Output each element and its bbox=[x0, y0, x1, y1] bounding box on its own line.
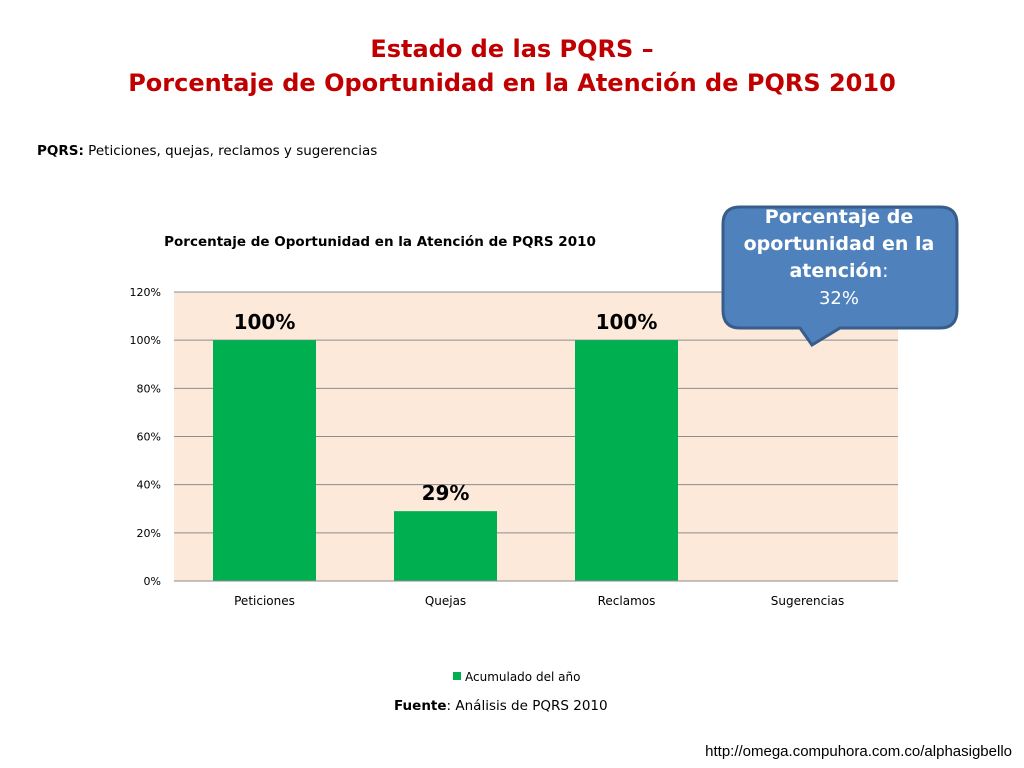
y-tick-label: 80% bbox=[137, 382, 161, 395]
y-tick-label: 120% bbox=[130, 286, 161, 299]
chart-title: Porcentaje de Oportunidad en la Atención… bbox=[164, 234, 596, 250]
source-line: Fuente: Análisis de PQRS 2010 bbox=[394, 698, 608, 714]
definition-line: PQRS: Peticiones, quejas, reclamos y sug… bbox=[37, 143, 377, 159]
data-label: 100% bbox=[234, 310, 296, 334]
y-tick-label: 40% bbox=[137, 479, 161, 492]
callout-text: Porcentaje de oportunidad en la atención… bbox=[723, 204, 955, 312]
y-tick-label: 0% bbox=[144, 575, 161, 588]
callout-bubble bbox=[721, 205, 959, 348]
x-tick-label: Quejas bbox=[425, 594, 466, 608]
source-label: Fuente bbox=[394, 698, 447, 714]
legend-swatch bbox=[453, 672, 461, 680]
x-tick-label: Peticiones bbox=[234, 594, 295, 608]
data-label: 100% bbox=[596, 310, 658, 334]
x-axis-labels: Peticiones Quejas Reclamos Sugerencias bbox=[234, 594, 844, 608]
bars bbox=[213, 340, 678, 581]
callout-value: 32% bbox=[818, 288, 859, 309]
slide-title: Estado de las PQRS – Porcentaje de Oport… bbox=[0, 32, 1024, 100]
x-tick-label: Reclamos bbox=[598, 594, 656, 608]
definition-text: Peticiones, quejas, reclamos y sugerenci… bbox=[83, 143, 378, 159]
legend: Acumulado del año bbox=[453, 670, 580, 684]
bar bbox=[213, 340, 316, 581]
y-axis-ticks: 0% 20% 40% 60% 80% 100% 120% bbox=[130, 286, 161, 588]
slide-title-line1: Estado de las PQRS – bbox=[370, 35, 654, 63]
slide-title-line2: Porcentaje de Oportunidad en la Atención… bbox=[128, 69, 896, 97]
y-tick-label: 20% bbox=[137, 527, 161, 540]
bar bbox=[394, 511, 497, 581]
source-url: http://omega.compuhora.com.co/alphasigbe… bbox=[705, 743, 1012, 760]
bar bbox=[575, 340, 678, 581]
source-text: : Análisis de PQRS 2010 bbox=[446, 698, 608, 714]
data-labels: 100% 29% 100% bbox=[234, 310, 658, 505]
y-tick-label: 60% bbox=[137, 431, 161, 444]
data-label: 29% bbox=[422, 481, 470, 505]
callout-line3: atención bbox=[789, 260, 883, 282]
callout-colon: : bbox=[882, 260, 889, 282]
definition-label: PQRS: bbox=[37, 143, 84, 159]
callout-line2: oportunidad en la bbox=[743, 233, 935, 255]
y-tick-label: 100% bbox=[130, 334, 161, 347]
legend-label: Acumulado del año bbox=[465, 670, 580, 684]
x-tick-label: Sugerencias bbox=[771, 594, 844, 608]
callout-line1: Porcentaje de bbox=[764, 206, 914, 228]
